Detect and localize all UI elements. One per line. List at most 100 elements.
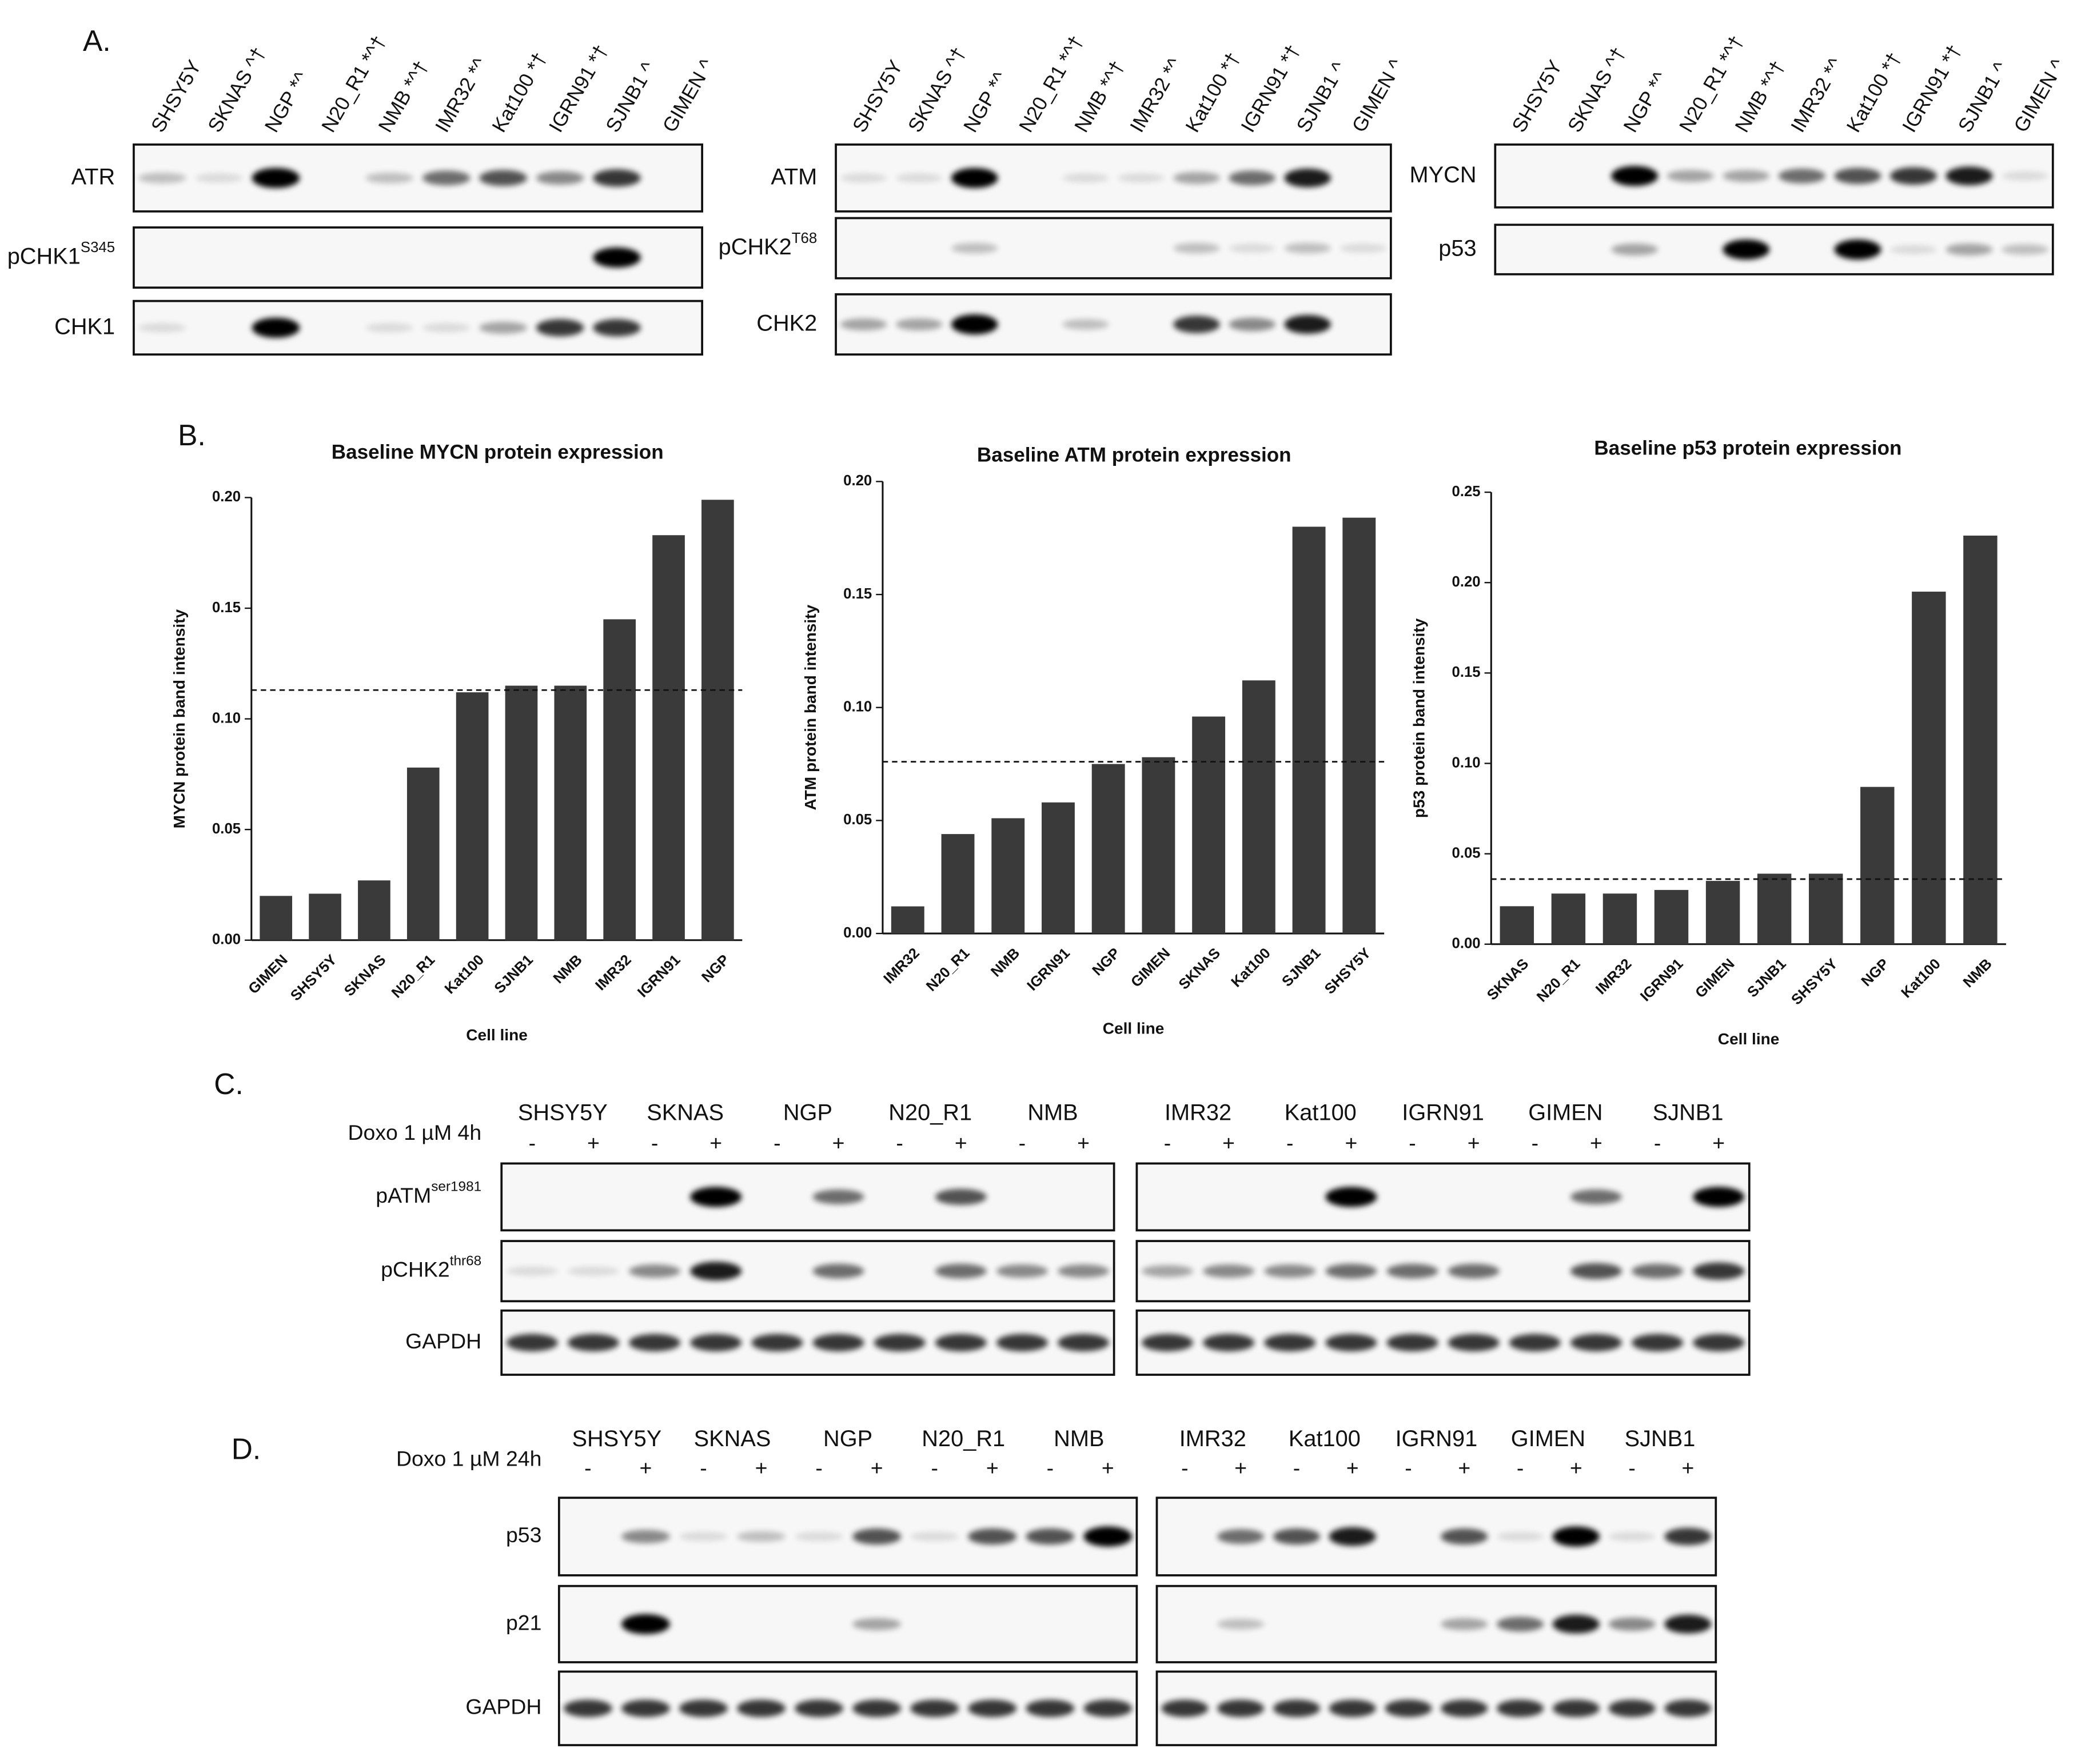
treatment-sign: + xyxy=(587,1131,600,1155)
y-axis-label: MYCN protein band intensity xyxy=(170,609,188,828)
blot-band xyxy=(621,1614,670,1634)
lane-label: SJNB1 ^ xyxy=(1954,58,2012,136)
blot-band xyxy=(1026,1528,1075,1545)
blot-band xyxy=(1664,1699,1712,1717)
treatment-sign: - xyxy=(1293,1456,1300,1480)
blot-band xyxy=(1570,1263,1622,1279)
blot-band xyxy=(1385,1699,1432,1717)
cell-line-label: SHSY5Y xyxy=(518,1100,608,1125)
y-axis-label: p53 protein band intensity xyxy=(1410,618,1428,818)
blot-band xyxy=(1693,1334,1745,1352)
y-tick-label: 0.20 xyxy=(843,473,872,489)
bar xyxy=(1808,873,1843,944)
blot-band xyxy=(951,167,998,188)
y-tick-label: 0.15 xyxy=(1452,664,1481,680)
cell-line-label: N20_R1 xyxy=(922,1426,1005,1451)
lane-label: GIMEN ^ xyxy=(659,55,719,136)
treatment-sign: - xyxy=(1286,1131,1293,1155)
blot-band xyxy=(1693,1187,1745,1207)
y-axis-label: ATM protein band intensity xyxy=(802,605,819,811)
blot-band xyxy=(422,170,471,186)
blot-band xyxy=(1664,1614,1712,1634)
lane-label: NMB *^† xyxy=(1070,57,1129,136)
lane-label: SJNB1 ^ xyxy=(1292,58,1350,136)
y-tick-label: 0.15 xyxy=(843,586,872,602)
bar xyxy=(554,685,587,940)
bar xyxy=(1602,893,1637,944)
blot-band xyxy=(1217,1529,1265,1544)
blot-band xyxy=(996,1334,1048,1352)
row-label-sup: thr68 xyxy=(450,1254,481,1269)
chart-title: Baseline p53 protein expression xyxy=(1594,437,1901,460)
blot-band xyxy=(536,171,584,185)
treatment-sign: + xyxy=(832,1131,845,1155)
cell-line-label: SKNAS xyxy=(694,1426,771,1451)
treatment-sign: - xyxy=(1047,1456,1054,1480)
blot-band xyxy=(1778,168,1825,183)
treatment-sign: - xyxy=(1628,1456,1635,1480)
bar xyxy=(1757,873,1792,944)
row-label-text: pCHK1 xyxy=(7,244,81,269)
x-tick-label: GIMEN xyxy=(1692,956,1737,1001)
cell-line-label: NGP xyxy=(783,1100,832,1125)
lane-label: SKNAS ^† xyxy=(204,43,270,136)
blot-band xyxy=(1386,1334,1438,1352)
blot-band xyxy=(1229,170,1275,186)
blot-band xyxy=(1173,242,1220,254)
row-label-text: pCHK2 xyxy=(719,234,792,260)
bar xyxy=(358,880,390,940)
bar xyxy=(406,767,440,940)
blot-band xyxy=(690,1334,742,1352)
x-tick-label: NMB xyxy=(988,945,1023,980)
lane-label: SHSY5Y xyxy=(1508,57,1566,136)
treatment-sign: + xyxy=(1102,1456,1114,1480)
treatment-sign: - xyxy=(1019,1131,1026,1155)
blot-band xyxy=(1173,316,1220,333)
lane-label: Kat100 *† xyxy=(1181,49,1245,136)
bar xyxy=(1142,757,1175,934)
y-tick-label: 0.10 xyxy=(843,699,872,715)
blot-band xyxy=(1664,1527,1712,1546)
row-label: pCHK1S345 xyxy=(7,240,115,269)
y-tick-label: 0.20 xyxy=(212,489,241,505)
x-tick-label: NGP xyxy=(1859,956,1892,989)
blot-band xyxy=(996,1264,1048,1278)
row-label: ATM xyxy=(771,164,817,189)
treatment-label: Doxo 1 µM 24h xyxy=(396,1447,541,1471)
blot-band xyxy=(422,323,471,333)
x-tick-label: SKNAS xyxy=(1484,956,1532,1003)
blot-band xyxy=(690,1187,742,1207)
blot-box xyxy=(500,1162,1115,1232)
treatment-sign: + xyxy=(1468,1131,1480,1155)
bar xyxy=(1042,802,1075,934)
blot-band xyxy=(1945,166,1993,186)
blot-band xyxy=(690,1262,742,1281)
lane-label: IMR32 *^ xyxy=(1126,54,1186,136)
y-tick-label: 0.20 xyxy=(1452,574,1481,590)
blot-band xyxy=(1552,1614,1600,1634)
blot-band xyxy=(935,1263,987,1279)
treatment-label: Doxo 1 µM 4h xyxy=(348,1120,482,1144)
bar xyxy=(1705,881,1740,944)
blot-band xyxy=(1496,1699,1544,1717)
blot-band xyxy=(1945,243,1993,256)
blot-band xyxy=(812,1334,864,1352)
row-label-text: MYCN xyxy=(1410,162,1477,187)
blot-band xyxy=(252,167,300,188)
blot-band xyxy=(1058,1334,1110,1352)
lane-label: Kat100 *† xyxy=(488,49,551,136)
lane-label: IMR32 *^ xyxy=(1787,54,1847,136)
x-tick-label: NGP xyxy=(699,952,732,985)
blot-band xyxy=(1141,1334,1193,1352)
blot-band xyxy=(1608,1699,1656,1717)
x-tick-label: N20_R1 xyxy=(1534,956,1584,1005)
blot-band xyxy=(1217,1699,1265,1717)
row-label-text: ATM xyxy=(771,164,817,189)
lane-label: IGRN91 *† xyxy=(545,41,613,136)
treatment-sign: - xyxy=(1409,1131,1416,1155)
x-tick-label: N20_R1 xyxy=(389,952,438,1001)
x-tick-label: NGP xyxy=(1090,945,1123,979)
blot-band xyxy=(479,170,527,186)
x-tick-label: IGRN91 xyxy=(1637,956,1686,1004)
